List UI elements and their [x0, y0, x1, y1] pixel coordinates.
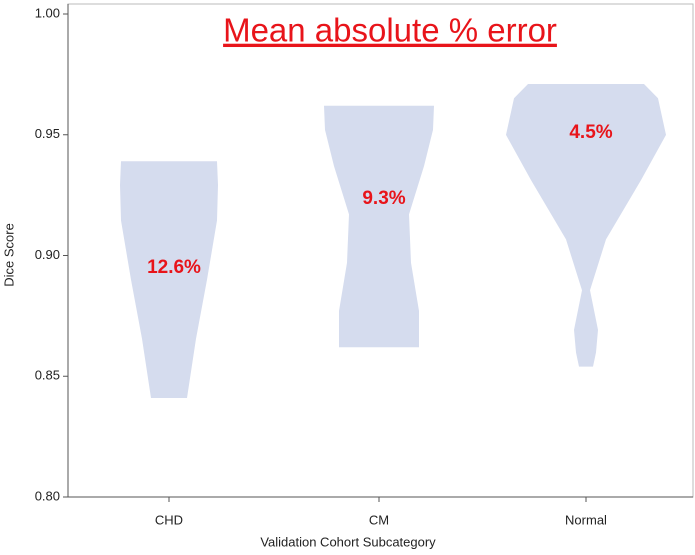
y-axis-title: Dice Score [1, 223, 16, 287]
violin [506, 84, 666, 367]
y-tick-label: 0.80 [35, 488, 60, 503]
violin [324, 105, 434, 348]
y-tick-label: 0.90 [35, 247, 60, 262]
annotation: 4.5% [569, 122, 612, 143]
x-tick-label: Normal [565, 512, 607, 527]
y-tick-label: 1.00 [35, 5, 60, 20]
y-tick-label: 0.85 [35, 368, 60, 383]
annotation: 9.3% [362, 188, 405, 209]
chart-title: Mean absolute % error [223, 12, 557, 49]
y-tick-label: 0.95 [35, 126, 60, 141]
x-axis-title: Validation Cohort Subcategory [260, 534, 436, 549]
x-tick-label: CHD [155, 512, 183, 527]
x-tick-label: CM [369, 512, 389, 527]
annotation: 12.6% [147, 257, 201, 278]
violin [120, 161, 218, 398]
